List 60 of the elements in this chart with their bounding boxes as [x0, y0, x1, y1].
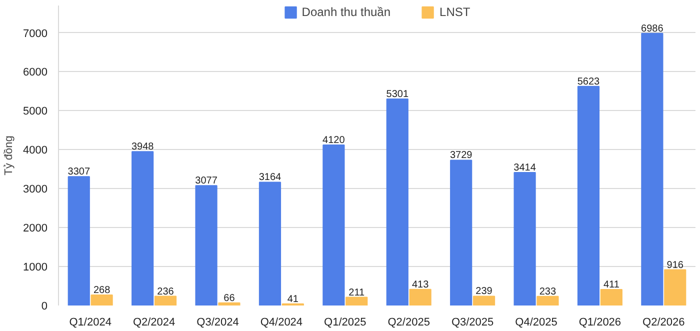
data-label: 3164	[258, 172, 282, 184]
y-axis-title: Tỷ đồng	[3, 136, 16, 176]
data-label: 916	[666, 260, 684, 271]
bar	[132, 151, 154, 306]
x-tick-label: Q1/2026	[578, 316, 622, 328]
data-label: 3948	[131, 142, 154, 153]
x-tick-label: Q1/2024	[69, 316, 112, 328]
x-tick-label: Q3/2024	[196, 316, 239, 328]
bar	[600, 288, 622, 306]
data-label: 413	[412, 279, 430, 290]
bar	[218, 302, 240, 306]
data-label: 66	[224, 292, 236, 304]
bar	[577, 86, 600, 306]
y-tick-label: 6000	[23, 66, 48, 79]
y-tick-label: 3000	[23, 184, 48, 196]
data-label: 3077	[195, 176, 218, 187]
data-label: 3414	[514, 162, 536, 174]
data-label: 3307	[68, 166, 90, 178]
y-tick-label: 7000	[23, 28, 48, 40]
bar	[195, 185, 218, 306]
data-label: 211	[348, 287, 366, 298]
data-label: 268	[93, 285, 111, 296]
data-label: 236	[157, 286, 174, 298]
data-label: 233	[539, 286, 556, 298]
bar	[536, 296, 559, 306]
y-tick-label: 5000	[23, 106, 48, 118]
bar	[472, 296, 496, 306]
data-label: 6986	[641, 23, 664, 34]
data-label: 41	[287, 294, 299, 305]
bar	[154, 296, 177, 306]
data-label: 4120	[322, 134, 346, 146]
legend-label: Doanh thu thuần	[302, 5, 391, 19]
data-label: 411	[603, 279, 620, 290]
data-label: 239	[476, 286, 493, 298]
x-tick-label: Q2/2025	[388, 316, 430, 328]
data-label: 5623	[577, 76, 600, 88]
x-tick-label: Q1/2025	[324, 316, 366, 328]
bar	[90, 294, 113, 306]
x-tick-label: Q4/2024	[260, 316, 303, 328]
x-tick-label: Q4/2025	[515, 316, 558, 328]
bar	[386, 98, 408, 306]
bar	[641, 32, 664, 306]
y-tick-label: 1000	[23, 262, 48, 274]
data-label: 5301	[386, 88, 409, 100]
bar	[346, 296, 368, 306]
bar	[409, 288, 432, 306]
bar	[450, 160, 472, 306]
x-tick-label: Q2/2026	[642, 316, 685, 328]
y-tick-label: 4000	[23, 144, 48, 157]
x-tick-label: Q2/2024	[132, 316, 176, 328]
data-label: 3729	[450, 150, 473, 162]
y-tick-label: 0	[41, 300, 48, 312]
bar	[664, 269, 686, 306]
legend-label: LNST	[440, 5, 470, 19]
y-tick-label: 2000	[23, 222, 48, 235]
bar	[514, 172, 536, 306]
bar	[322, 144, 345, 306]
bar	[258, 182, 282, 306]
bar	[68, 176, 90, 306]
x-tick-label: Q3/2025	[451, 316, 494, 328]
